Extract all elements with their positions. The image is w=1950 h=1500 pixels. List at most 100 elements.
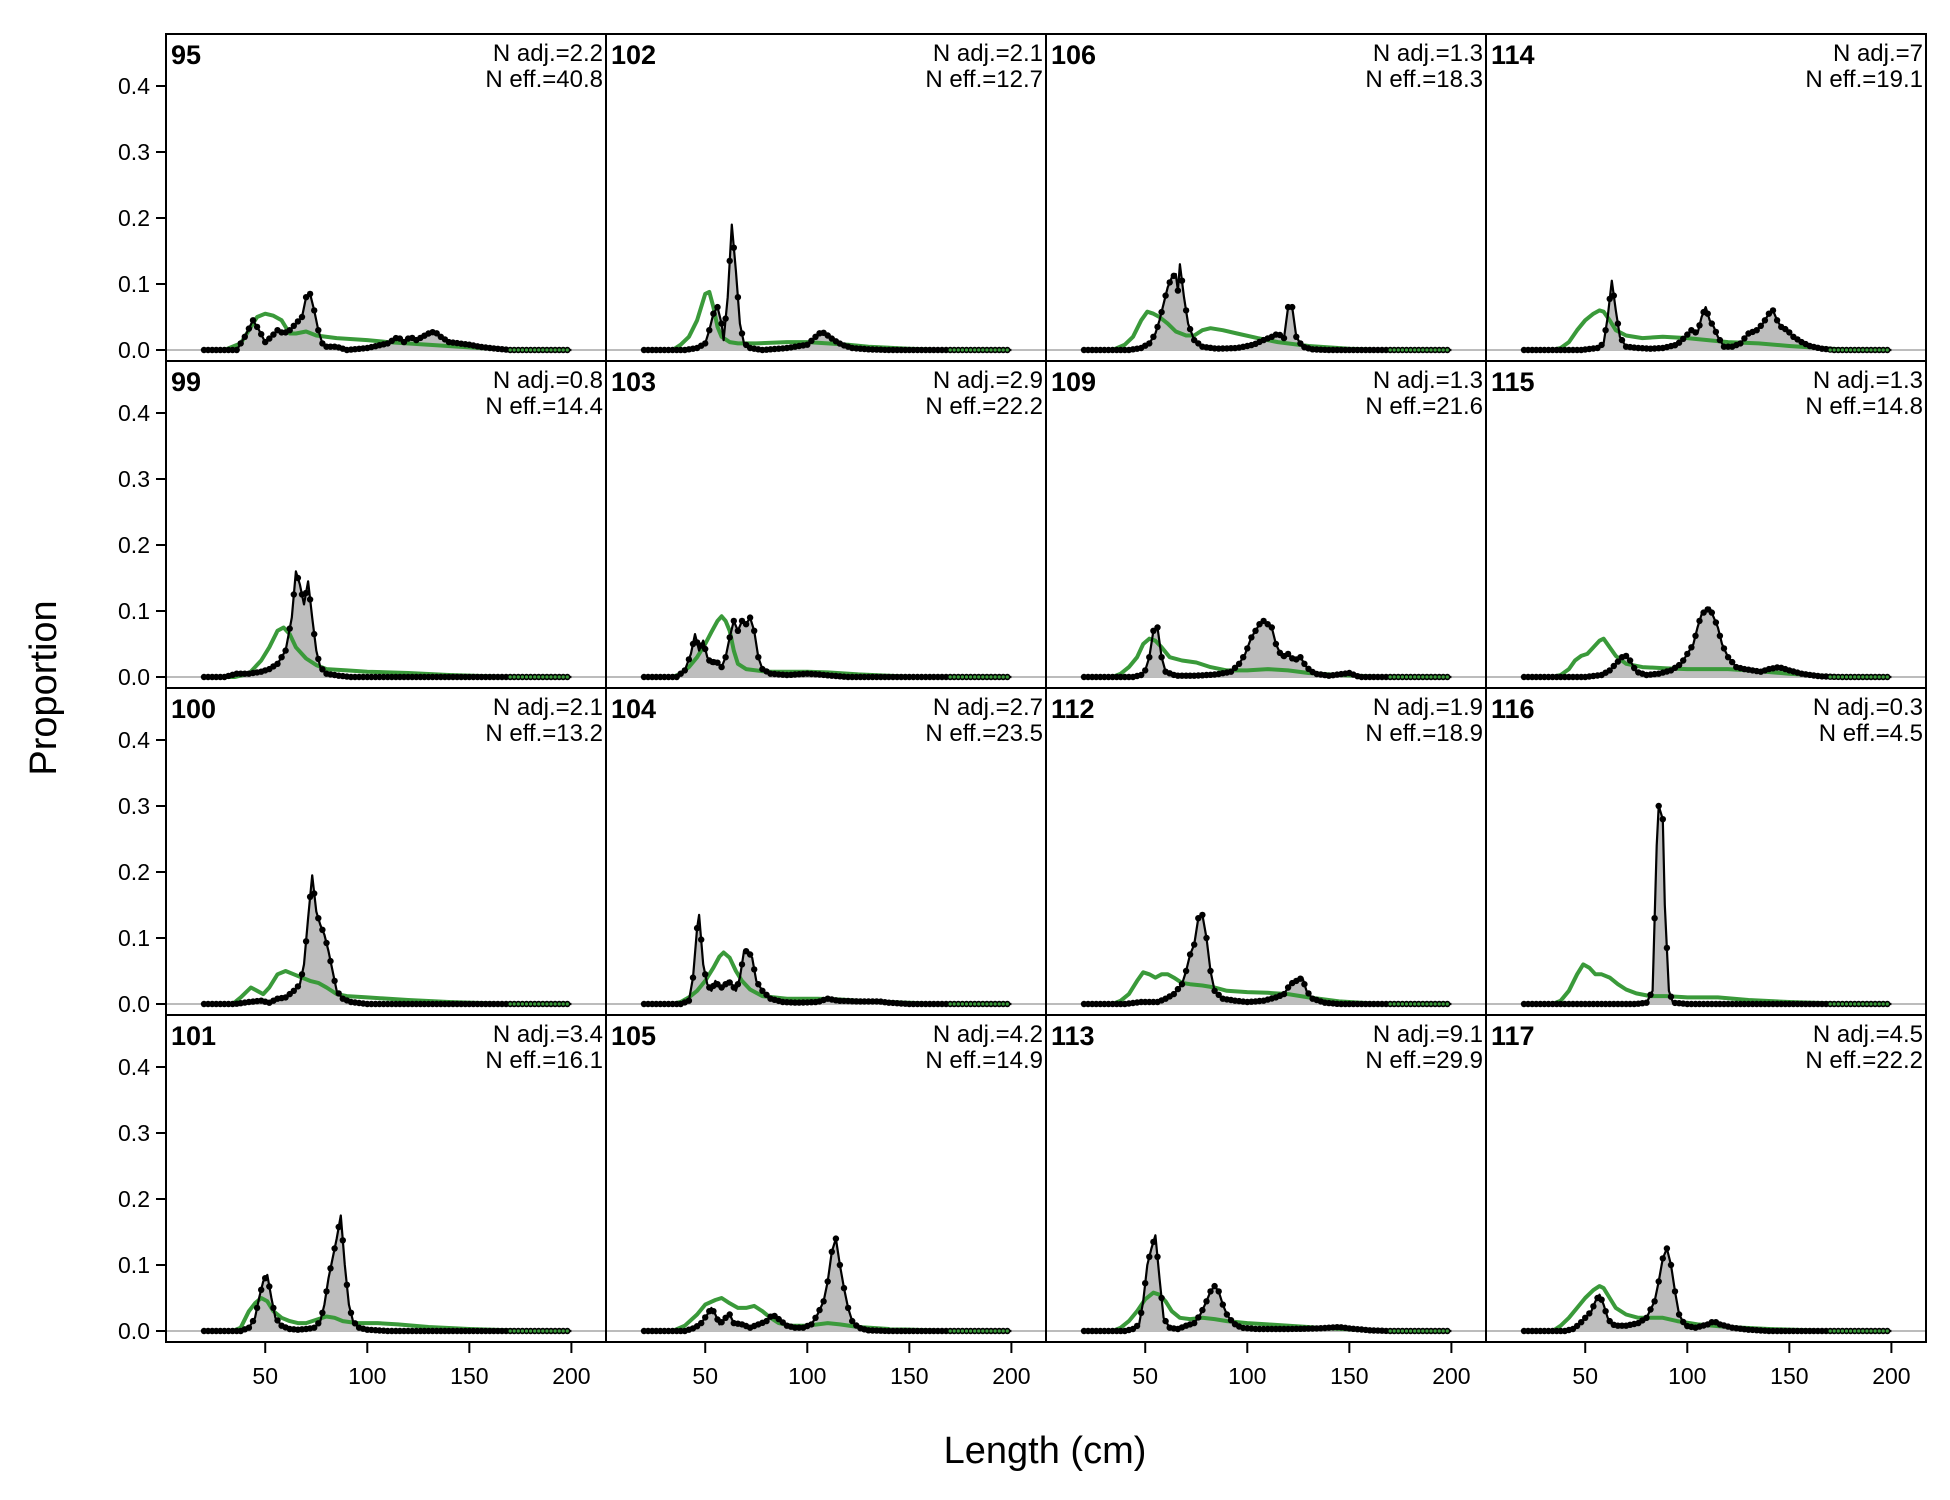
expected-point [973,675,977,679]
expected-point [969,675,973,679]
observed-point [1586,1310,1593,1317]
observed-point [327,1265,334,1272]
expected-point [1001,348,1005,352]
observed-point [1301,660,1308,667]
n-eff-label: N eff.=19.1 [1805,66,1923,93]
expected-point [545,675,549,679]
panel-label: 117 [1491,1021,1535,1051]
expected-point [1429,1002,1433,1006]
expected-point [516,675,520,679]
observed-point [1268,624,1276,631]
n-eff-label: N eff.=12.7 [925,66,1043,93]
expected-point [557,348,561,352]
expected-point [1881,348,1885,352]
n-eff-label: N eff.=23.5 [925,720,1043,747]
expected-point [1433,1002,1437,1006]
observed-point [1227,668,1235,675]
observed-point [319,1309,326,1317]
expected-point [1445,348,1449,352]
observed-point [335,1223,342,1231]
expected-point [1441,348,1445,352]
expected-point [1836,348,1840,352]
observed-point [311,890,318,897]
expected-point [1433,348,1437,352]
x-tick-label: 50 [252,1363,278,1389]
expected-point [948,1329,952,1333]
observed-point [1244,645,1251,652]
expected-point [1865,1002,1869,1006]
expected-point [1844,675,1849,679]
expected-point [960,675,965,679]
expected-point [1877,1002,1881,1006]
observed-point [1631,664,1638,672]
expected-point [977,675,981,679]
expected-point [952,675,956,679]
observed-point [245,325,253,332]
expected-point [545,1329,549,1333]
observed-point [734,981,742,988]
observed-point [1602,327,1609,334]
observed-point [1737,340,1744,347]
observed-point [726,1311,733,1318]
observed-point [1146,340,1153,347]
x-tick-label: 50 [1572,1363,1598,1389]
expected-point [1404,348,1409,352]
y-tick-label: 0.4 [118,727,150,753]
expected-point [1865,1329,1869,1333]
expected-point [1400,1002,1404,1006]
observed-point [759,987,766,994]
y-tick-label: 0.2 [118,205,150,231]
observed-point [718,320,725,327]
expected-point [537,348,541,352]
expected-point [1392,675,1396,679]
expected-point [529,1002,533,1006]
expected-point [977,1329,981,1333]
expected-point [553,1002,557,1006]
x-tick-label: 150 [450,1363,488,1389]
observed-point [1606,667,1613,674]
expected-point [981,1002,985,1006]
expected-point [981,348,985,352]
observed-point [763,991,770,998]
expected-point [512,1329,516,1333]
observed-point [1199,1306,1206,1314]
observed-point [1231,664,1239,671]
expected-point [549,1329,553,1333]
panel-label: 95 [171,40,201,70]
panel-95: 95 N adj.=2.2N eff.=40.8 [165,33,607,362]
panel-116: 116 N adj.=0.3N eff.=4.5 [1485,687,1927,1016]
observed-point [1651,1298,1658,1305]
observed-point [274,1317,281,1324]
observed-area [1084,264,1452,350]
y-tick-label: 0.1 [118,1252,150,1278]
expected-point [1400,675,1404,679]
observed-point [1712,619,1720,626]
n-eff-label: N eff.=40.8 [485,66,603,93]
observed-point [315,655,322,663]
expected-line [644,1296,961,1333]
observed-point [1712,328,1720,336]
observed-point [1195,1314,1202,1321]
y-tick-label: 0.3 [118,466,150,492]
expected-point [973,1329,977,1333]
expected-point [516,1329,520,1333]
observed-point [1680,335,1687,342]
expected-point [985,675,989,679]
observed-point [1219,1301,1227,1308]
expected-point [1857,348,1861,352]
observed-point [836,1261,844,1269]
observed-point [1659,816,1667,823]
observed-point [294,574,302,582]
observed-point [1178,277,1186,284]
observed-point [258,331,265,338]
observed-point [722,654,729,661]
expected-point [520,348,525,352]
observed-point [726,634,733,641]
observed-point [282,647,289,654]
expected-point [565,675,569,679]
observed-point [832,1235,840,1242]
observed-point [734,294,742,301]
observed-area [204,875,572,1004]
y-tick-label: 0.4 [118,73,150,99]
observed-point [1174,985,1182,993]
